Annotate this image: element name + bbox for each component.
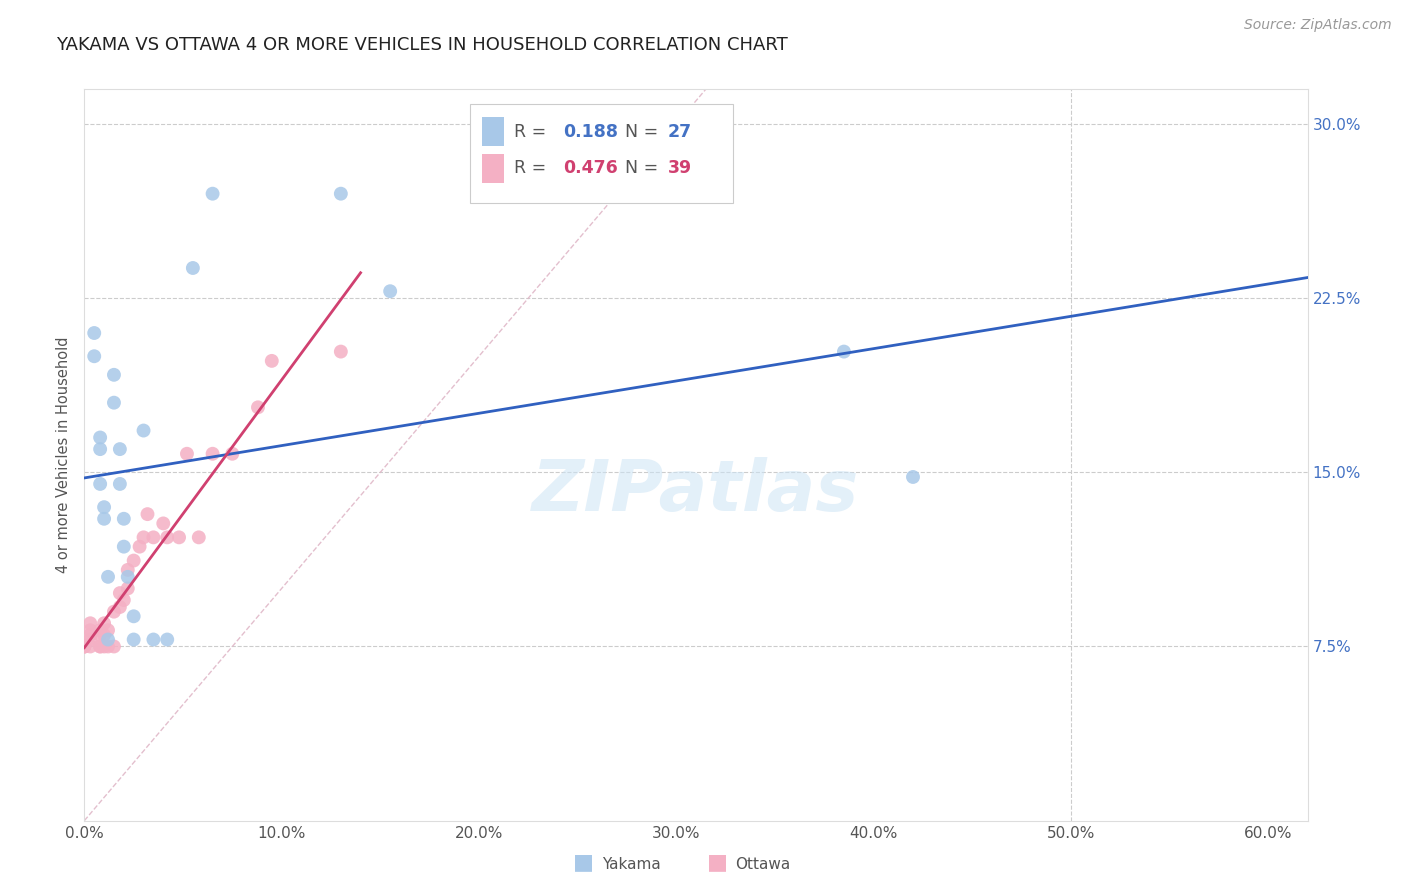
Text: YAKAMA VS OTTAWA 4 OR MORE VEHICLES IN HOUSEHOLD CORRELATION CHART: YAKAMA VS OTTAWA 4 OR MORE VEHICLES IN H… [56, 36, 787, 54]
Point [108, 477, 131, 491]
Point [97, 632, 120, 647]
Point [103, 605, 125, 619]
FancyBboxPatch shape [470, 103, 733, 202]
Point [79, 632, 101, 647]
Point [181, 260, 204, 275]
Point [79, 624, 101, 638]
Point [380, 284, 402, 298]
Point [89, 640, 111, 654]
Text: ■: ■ [707, 853, 727, 872]
Point [187, 530, 209, 544]
Point [329, 344, 352, 359]
Point [329, 186, 352, 201]
Text: ZIPatlas: ZIPatlas [533, 457, 859, 526]
Bar [482, 153, 503, 183]
Point [117, 582, 139, 596]
Text: 0.476: 0.476 [562, 159, 617, 178]
Text: 0.188: 0.188 [562, 122, 617, 141]
Point [103, 368, 125, 382]
Point [128, 540, 150, 554]
Point [156, 632, 179, 647]
Point [112, 593, 135, 607]
Point [93, 628, 115, 642]
Point [176, 447, 198, 461]
Point [136, 507, 159, 521]
Point [79, 628, 101, 642]
Point [152, 516, 174, 531]
Point [97, 640, 120, 654]
Point [89, 640, 111, 654]
Point [83, 326, 105, 340]
Point [112, 512, 135, 526]
Point [79, 640, 101, 654]
Point [93, 640, 115, 654]
Point [89, 624, 111, 638]
Point [201, 447, 224, 461]
Point [103, 395, 125, 409]
Y-axis label: 4 or more Vehicles in Household: 4 or more Vehicles in Household [56, 336, 72, 574]
Point [108, 600, 131, 615]
Text: ■: ■ [574, 853, 593, 872]
Point [93, 500, 115, 515]
Point [901, 470, 924, 484]
Point [108, 586, 131, 600]
Point [117, 570, 139, 584]
Text: Source: ZipAtlas.com: Source: ZipAtlas.com [1244, 18, 1392, 32]
Point [89, 477, 111, 491]
Point [221, 447, 243, 461]
Text: N =: N = [614, 122, 664, 141]
Point [132, 424, 155, 438]
Point [142, 530, 165, 544]
Point [73, 640, 96, 654]
Point [132, 530, 155, 544]
Text: Ottawa: Ottawa [735, 857, 790, 872]
Point [73, 640, 96, 654]
Point [122, 553, 145, 567]
Point [201, 186, 224, 201]
Point [73, 640, 96, 654]
Point [97, 570, 120, 584]
Point [79, 616, 101, 631]
Point [108, 442, 131, 456]
Point [142, 632, 165, 647]
Point [832, 344, 855, 359]
Point [89, 628, 111, 642]
Point [103, 640, 125, 654]
Point [83, 349, 105, 363]
Point [89, 442, 111, 456]
Point [89, 430, 111, 444]
Text: Yakama: Yakama [602, 857, 661, 872]
Point [167, 530, 190, 544]
Text: R =: R = [513, 122, 551, 141]
Point [117, 563, 139, 577]
Bar [482, 117, 503, 146]
Text: 39: 39 [668, 159, 692, 178]
Point [112, 540, 135, 554]
Text: 27: 27 [668, 122, 692, 141]
Point [97, 624, 120, 638]
Point [156, 530, 179, 544]
Point [122, 632, 145, 647]
Point [260, 354, 283, 368]
Text: R =: R = [513, 159, 551, 178]
Point [246, 401, 269, 415]
Point [93, 616, 115, 631]
Text: N =: N = [614, 159, 664, 178]
Point [122, 609, 145, 624]
Point [93, 512, 115, 526]
